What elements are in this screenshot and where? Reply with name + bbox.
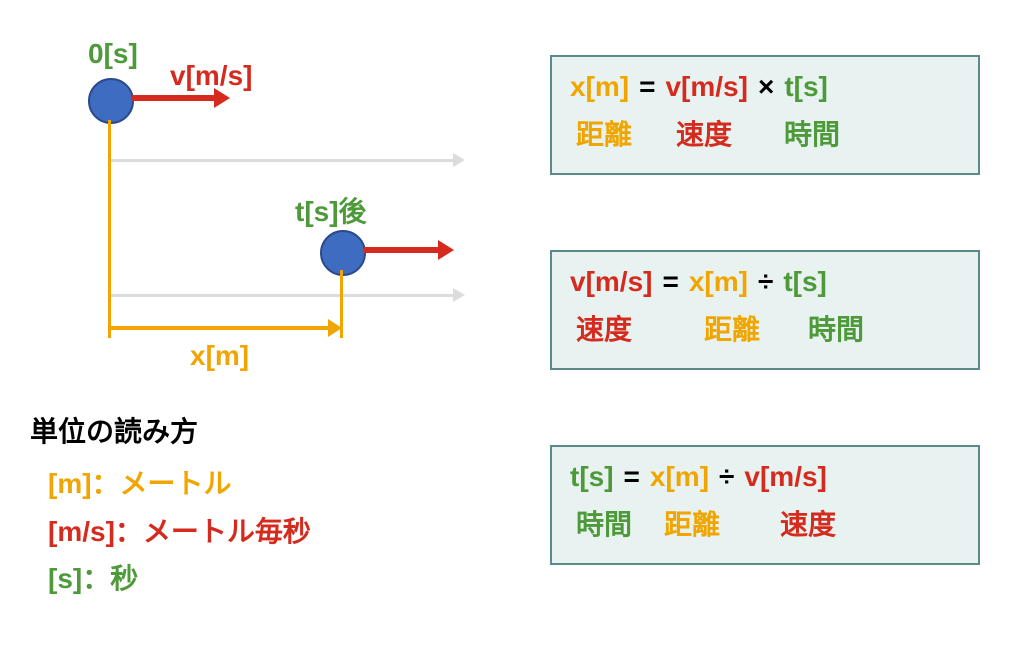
unit-label-ms: ：メートル毎秒: [115, 516, 311, 547]
unit-row-seconds: [s]：秒: [30, 555, 450, 603]
units-heading: 単位の読み方: [30, 410, 450, 450]
motion-diagram: 0[s] v[m/s] t[s]後 x[m]: [40, 20, 490, 400]
formula-labels: 速度距離時間: [570, 308, 960, 348]
formula-equation: v[m/s]= x[m]÷ t[s]: [570, 266, 960, 298]
ball-end: [320, 230, 366, 276]
formula-box-velocity: v[m/s]= x[m]÷ t[s] 速度距離時間: [550, 250, 980, 370]
label-velocity: v[m/s]: [170, 60, 252, 92]
unit-label-s: ：秒: [82, 563, 138, 594]
unit-row-mps: [m/s]：メートル毎秒: [30, 508, 450, 556]
formula-box-distance: x[m]= v[m/s]× t[s] 距離速度時間: [550, 55, 980, 175]
formula-box-time: t[s]= x[m]÷ v[m/s] 時間距離速度: [550, 445, 980, 565]
formula-equation: t[s]= x[m]÷ v[m/s]: [570, 461, 960, 493]
ball-start: [88, 78, 134, 124]
unit-bracket-m: [m]: [48, 468, 92, 499]
formula-labels: 時間距離速度: [570, 503, 960, 543]
units-legend: 単位の読み方 [m]：メートル [m/s]：メートル毎秒 [s]：秒: [30, 410, 450, 603]
unit-bracket-s: [s]: [48, 563, 82, 594]
unit-bracket-ms: [m/s]: [48, 516, 115, 547]
formula-labels: 距離速度時間: [570, 113, 960, 153]
extent-line-left: [108, 120, 111, 338]
unit-row-meters: [m]：メートル: [30, 460, 450, 508]
unit-label-m: ：メートル: [92, 468, 232, 499]
label-t-seconds-later: t[s]後: [295, 190, 367, 230]
formula-equation: x[m]= v[m/s]× t[s]: [570, 71, 960, 103]
label-zero-seconds: 0[s]: [88, 38, 138, 70]
label-distance: x[m]: [190, 340, 249, 372]
